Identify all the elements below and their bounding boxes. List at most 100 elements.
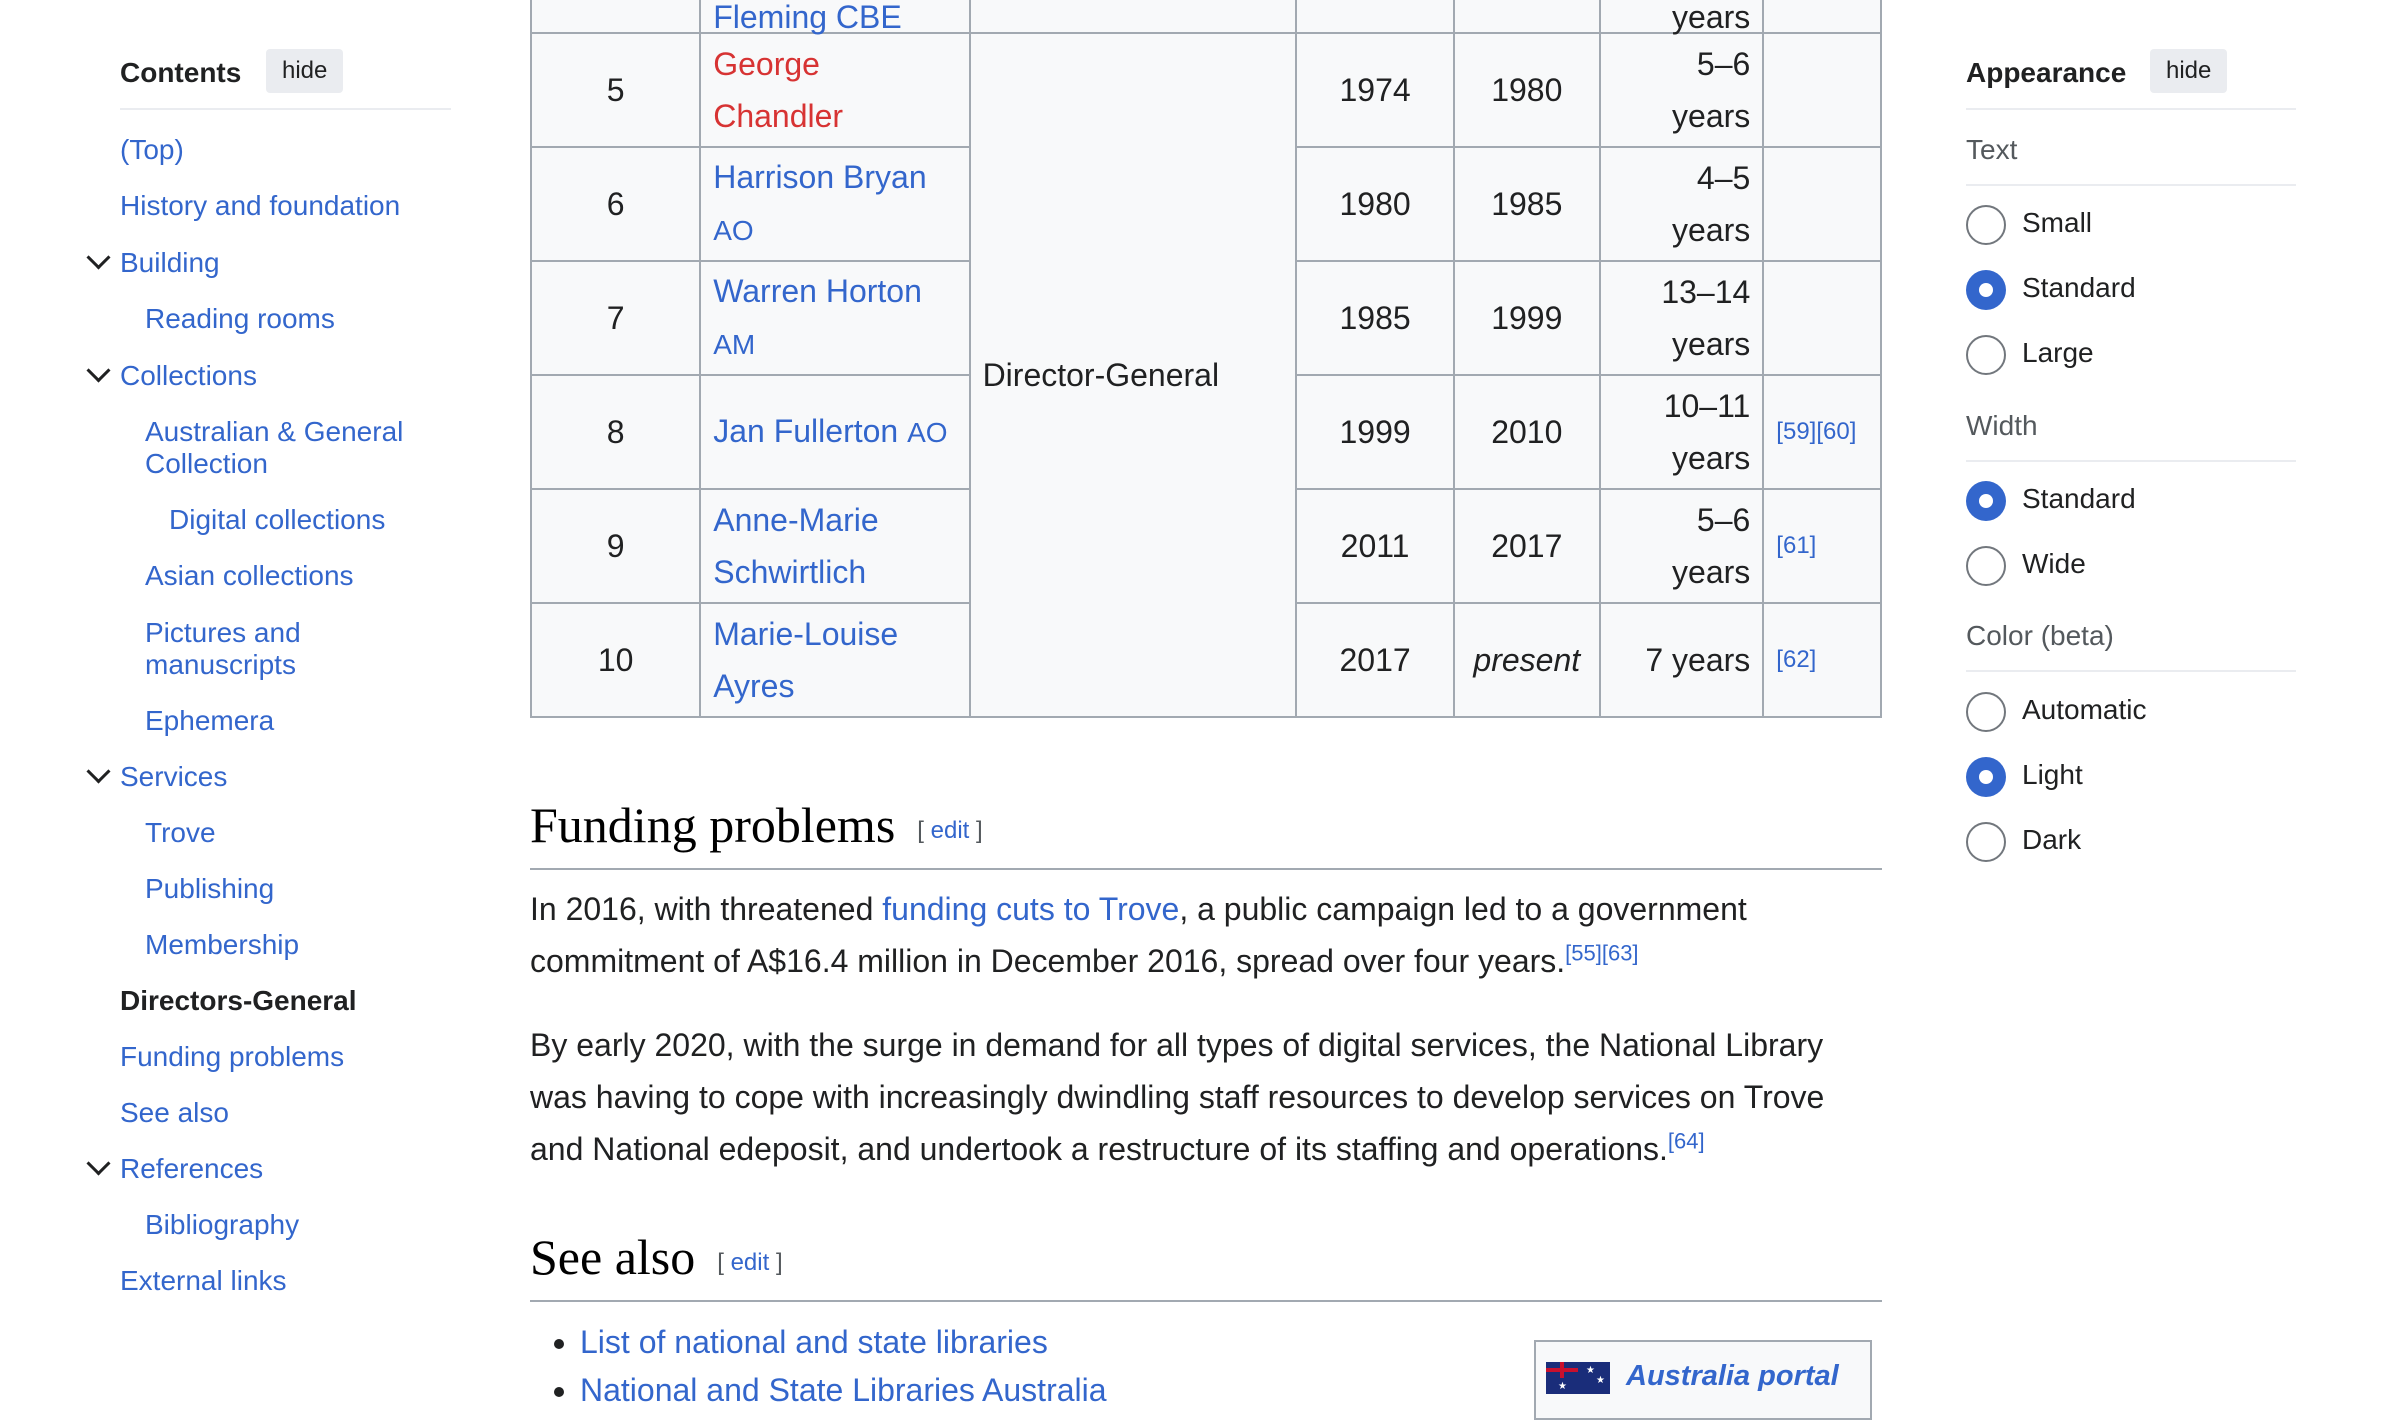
toc-hide-button[interactable]: hide <box>266 49 344 93</box>
citation-link[interactable]: [62] <box>1776 646 1817 673</box>
post-nominal-link[interactable]: AO <box>713 215 754 246</box>
director-name-cell: George Chandler <box>699 32 971 148</box>
radio-label: Small <box>2022 207 2093 238</box>
toc-item-membership[interactable]: Membership <box>145 929 300 960</box>
citation-link[interactable]: [55][63] <box>1565 940 1639 966</box>
see-also-link[interactable]: National and State Libraries Australia <box>580 1372 1107 1408</box>
width-label: Width <box>1966 410 2296 462</box>
radio-button[interactable] <box>1966 481 2006 521</box>
director-name-cell: Warren Horton AM <box>699 260 971 376</box>
section-heading-see-also: See also [ edit ] <box>530 1228 1882 1302</box>
paragraph-text: , a public campaign led to a government … <box>530 891 1747 979</box>
references-cell: [62] <box>1762 602 1882 718</box>
director-name-link[interactable]: Harrison Bryan <box>713 159 927 195</box>
toc-item-reading-rooms[interactable]: Reading rooms <box>145 303 335 334</box>
list-item: National and State Libraries Australia <box>580 1366 1107 1414</box>
term-duration: 4–5 years <box>1598 146 1765 262</box>
toc-item-history[interactable]: History and foundation <box>120 190 401 221</box>
chevron-down-icon[interactable] <box>86 358 111 383</box>
chevron-down-icon[interactable] <box>86 1151 111 1176</box>
appearance-header: Appearance hide <box>1966 49 2296 110</box>
table-cell <box>968 0 1298 34</box>
table-cell <box>529 0 702 34</box>
table-row: 5 George Chandler Director-General 1974 … <box>529 32 1882 718</box>
see-also-list: List of national and state libraries Nat… <box>530 1318 1107 1414</box>
radio-label: Wide <box>2022 548 2086 579</box>
term-duration: 5–6 years <box>1598 488 1765 604</box>
radio-label: Automatic <box>2022 694 2147 725</box>
director-number: 7 <box>529 260 702 376</box>
edit-link[interactable]: edit <box>930 816 970 844</box>
funding-cuts-link[interactable]: funding cuts to Trove <box>882 891 1180 927</box>
toc-item-asian-collections[interactable]: Asian collections <box>145 560 354 591</box>
toc-item-see-also[interactable]: See also <box>120 1097 229 1128</box>
director-name-link[interactable]: Jan Fullerton <box>713 413 899 449</box>
radio-button[interactable] <box>1966 270 2006 310</box>
citation-link[interactable]: [61] <box>1776 532 1817 559</box>
toc-item-services[interactable]: Services <box>120 761 228 792</box>
appearance-hide-button[interactable]: hide <box>2150 49 2228 93</box>
radio-button[interactable] <box>1966 546 2006 586</box>
director-name-link[interactable]: Warren Horton <box>713 273 922 309</box>
toc-item-references[interactable]: References <box>120 1153 264 1184</box>
references-cell: [59][60] <box>1762 374 1882 490</box>
table-cell: years <box>1598 0 1765 34</box>
director-name-link[interactable]: Marie-Louise Ayres <box>713 616 899 704</box>
director-name-link[interactable]: Fleming CBE <box>713 0 902 35</box>
radio-button[interactable] <box>1966 757 2006 797</box>
references-cell <box>1762 146 1882 262</box>
radio-button[interactable] <box>1966 205 2006 245</box>
see-also-link[interactable]: List of national and state libraries <box>580 1324 1048 1360</box>
section-title: Funding problems <box>530 797 896 853</box>
toc-item-directors-general[interactable]: Directors-General <box>120 985 357 1016</box>
table-row: 8 Jan Fullerton AO 1999 2010 10–11 years… <box>529 374 1882 490</box>
term-end: 2017 <box>1452 488 1601 604</box>
toc-item-top[interactable]: (Top) <box>120 134 184 165</box>
director-number: 8 <box>529 374 702 490</box>
toc-item-ephemera[interactable]: Ephemera <box>145 705 275 736</box>
table-cell <box>1452 0 1601 34</box>
references-cell <box>1762 260 1882 376</box>
term-start: 1999 <box>1295 374 1455 490</box>
directors-general-table: Fleming CBE years 5 George Chandler Dire… <box>529 0 1882 718</box>
toc-item-funding-problems[interactable]: Funding problems <box>120 1041 345 1072</box>
term-end: 1999 <box>1452 260 1601 376</box>
chevron-down-icon[interactable] <box>86 759 111 784</box>
term-start: 1974 <box>1295 32 1455 148</box>
radio-button[interactable] <box>1966 822 2006 862</box>
toc-item-external-links[interactable]: External links <box>120 1265 287 1296</box>
director-name-link[interactable]: Anne-Marie Schwirtlich <box>713 502 879 590</box>
table-cell <box>1295 0 1455 34</box>
toc-item-publishing[interactable]: Publishing <box>145 873 275 904</box>
director-number: 10 <box>529 602 702 718</box>
radio-button[interactable] <box>1966 335 2006 375</box>
toc-item-collections[interactable]: Collections <box>120 360 257 391</box>
toc-item-trove[interactable]: Trove <box>145 817 216 848</box>
post-nominal-link[interactable]: AO <box>907 417 948 448</box>
australia-portal-link[interactable]: Australia portal <box>1626 1360 1839 1392</box>
radio-label: Standard <box>2022 483 2136 514</box>
citation-link[interactable]: [64] <box>1667 1128 1705 1154</box>
radio-button[interactable] <box>1966 692 2006 732</box>
chevron-down-icon[interactable] <box>86 245 111 270</box>
term-end: 1985 <box>1452 146 1601 262</box>
table-row: Fleming CBE years <box>529 0 1882 35</box>
toc-title: Contents <box>120 57 242 88</box>
toc-item-pictures-manuscripts[interactable]: Pictures and manuscripts <box>145 617 301 680</box>
radio-label: Light <box>2022 759 2083 790</box>
edit-link[interactable]: edit <box>730 1248 770 1276</box>
term-duration: 5–6 years <box>1598 32 1765 148</box>
references-cell: [61] <box>1762 488 1882 604</box>
toc-item-digital-collections[interactable]: Digital collections <box>169 504 386 535</box>
edit-section: [ edit ] <box>717 1248 783 1276</box>
toc-item-bibliography[interactable]: Bibliography <box>145 1209 300 1240</box>
table-row: 9 Anne-Marie Schwirtlich 2011 2017 5–6 y… <box>529 488 1882 604</box>
post-nominal-link[interactable]: AM <box>713 329 756 360</box>
toc-item-building[interactable]: Building <box>120 247 220 278</box>
toc-item-australian-general[interactable]: Australian & General Collection <box>145 416 404 479</box>
term-start: 2011 <box>1295 488 1455 604</box>
director-name-link[interactable]: George Chandler <box>713 46 844 134</box>
director-name-cell: Anne-Marie Schwirtlich <box>699 488 971 604</box>
citation-link[interactable]: [59][60] <box>1776 418 1857 445</box>
term-duration: 13–14 years <box>1598 260 1765 376</box>
